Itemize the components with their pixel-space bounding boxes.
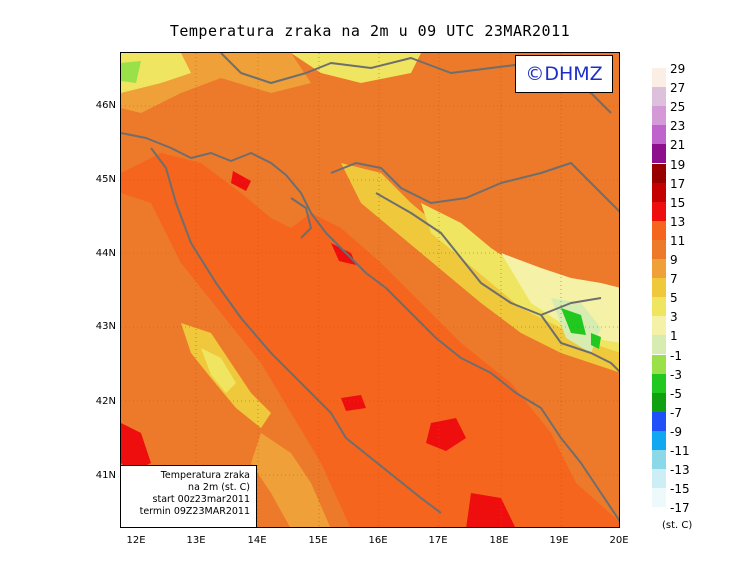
legend-swatch [652,239,666,259]
legend-label: 7 [670,272,678,287]
legend-swatch [652,278,666,298]
legend-swatch [652,87,666,107]
legend-swatch [652,163,666,183]
legend-swatch [652,125,666,145]
legend-swatch [652,297,666,317]
info-box: Temperatura zraka na 2m (st. C) start 00… [121,465,257,527]
y-tick-42n: 42N [95,396,116,407]
legend-label: -7 [670,405,682,420]
legend-label: -15 [670,482,690,497]
legend-label: -5 [670,386,682,401]
x-tick-15e: 15E [308,535,328,546]
y-tick-44n: 44N [95,248,116,259]
x-tick-16e: 16E [368,535,388,546]
legend-swatch [652,411,666,431]
legend-label: -9 [670,424,682,439]
legend-swatch [652,392,666,412]
legend-swatch [652,469,666,489]
x-tick-14e: 14E [247,535,267,546]
legend-swatch [652,220,666,240]
legend-swatch [652,354,666,374]
legend-label: 21 [670,138,686,153]
map-title: Temperatura zraka na 2m u 09 UTC 23MAR20… [169,22,571,40]
legend-swatch [652,259,666,278]
y-tick-46n: 46N [95,100,116,111]
legend-label: 11 [670,233,686,248]
x-tick-17e: 17E [428,535,448,546]
y-tick-41n: 41N [95,470,116,481]
legend-swatch [652,373,666,393]
legend-swatch [652,507,666,527]
legend-swatch [652,488,666,508]
legend-label: -11 [670,444,690,458]
info-line-termin: termin 09Z23MAR2011 [139,506,250,517]
info-line-start: start 00z23mar2011 [152,494,250,505]
legend-swatch [652,68,666,87]
legend-label: 19 [670,157,686,172]
dhmz-logo: ©DHMZ [515,55,613,93]
y-tick-45n: 45N [95,174,116,185]
legend-label: 27 [670,81,686,96]
legend-swatch [652,335,666,355]
legend-swatch [652,201,666,221]
legend-label: 5 [670,291,678,306]
x-tick-20e: 20E [609,535,629,546]
legend-label: 29 [670,62,686,76]
land-field [121,53,619,522]
x-tick-13e: 13E [186,535,206,546]
legend-swatch [652,144,666,164]
info-line-unit: na 2m (st. C) [188,482,250,493]
legend-label: 9 [670,253,678,267]
legend-label: 23 [670,119,686,134]
legend-label: 15 [670,195,686,210]
legend-unit: (st. C) [662,520,693,531]
legend-label: -3 [670,367,682,382]
legend-label: 1 [670,329,678,344]
legend-label: 17 [670,176,686,191]
coastlines [121,53,619,522]
legend-label: 3 [670,310,678,325]
legend-swatch [652,106,666,126]
legend-label: -17 [670,501,690,516]
legend-swatch [652,316,666,336]
legend-swatch [652,450,666,469]
graticule [121,53,619,527]
x-tick-12e: 12E [126,535,146,546]
legend-label: -13 [670,463,690,478]
x-tick-18e: 18E [489,535,509,546]
legend-label: 13 [670,214,686,229]
y-tick-43n: 43N [95,321,116,332]
temperature-map: ©DHMZ Temperatura zraka na 2m (st. C) st… [120,52,620,528]
legend-label: -1 [670,348,682,363]
temperature-field [121,53,619,527]
legend-swatch [652,182,666,202]
italy-land [121,193,351,527]
x-tick-19e: 19E [549,535,569,546]
legend-swatch [652,430,666,450]
legend-label: 25 [670,100,686,115]
info-line-variable: Temperatura zraka [160,470,250,481]
